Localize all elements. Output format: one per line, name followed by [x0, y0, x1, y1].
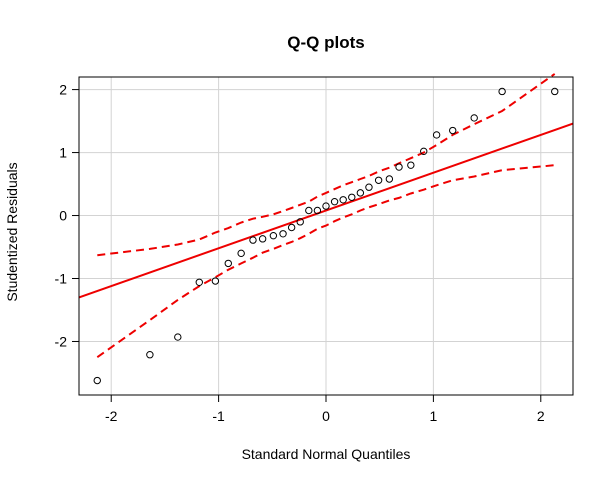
data-point	[146, 350, 154, 359]
confidence-band-lower	[96, 164, 555, 359]
data-point	[385, 175, 394, 183]
x-tick-label: -1	[212, 408, 225, 424]
data-point	[211, 277, 220, 285]
data-point	[420, 147, 428, 156]
data-points	[93, 87, 559, 385]
data-point	[551, 87, 559, 96]
chart-title: Q-Q plots	[287, 33, 364, 52]
x-axis-label: Standard Normal Quantiles	[242, 446, 411, 462]
y-tick-label: 2	[59, 82, 67, 98]
data-point	[395, 163, 403, 171]
data-point	[195, 278, 203, 286]
data-point	[322, 202, 330, 210]
data-point	[348, 193, 356, 201]
x-tick-label: -2	[105, 408, 118, 424]
data-point	[432, 131, 441, 139]
y-tick-label: -1	[55, 271, 68, 287]
y-tick-label: 1	[59, 145, 67, 161]
data-point	[339, 196, 347, 204]
data-point	[174, 333, 182, 341]
x-tick-label: 0	[322, 408, 330, 424]
data-point	[237, 249, 245, 258]
data-point	[313, 206, 322, 215]
reference-line	[78, 122, 574, 299]
data-point	[449, 126, 457, 135]
data-point	[287, 223, 296, 232]
data-point	[224, 259, 232, 268]
data-point	[258, 235, 267, 243]
data-point	[305, 206, 313, 215]
y-tick-label: -2	[55, 333, 68, 349]
x-axis: -2 -1 0 1 2	[105, 395, 545, 424]
data-point	[330, 197, 339, 206]
data-point	[374, 176, 383, 184]
data-point	[269, 231, 278, 240]
data-point	[296, 218, 304, 226]
x-tick-label: 2	[537, 408, 545, 424]
data-point	[279, 230, 287, 238]
y-axis-label: Studentized Residuals	[4, 162, 20, 301]
x-tick-label: 1	[429, 408, 437, 424]
data-point	[356, 189, 365, 197]
confidence-band	[96, 73, 556, 359]
data-point	[407, 161, 415, 169]
data-point	[365, 183, 373, 191]
data-point	[249, 236, 257, 244]
data-point	[498, 87, 506, 96]
data-point	[93, 376, 101, 385]
confidence-band-upper	[97, 73, 556, 257]
y-axis: -2 -1 0 1 2	[55, 82, 79, 349]
data-point	[470, 114, 478, 122]
y-tick-label: 0	[59, 208, 67, 224]
reference-line-group	[78, 122, 574, 299]
grid	[79, 77, 573, 395]
